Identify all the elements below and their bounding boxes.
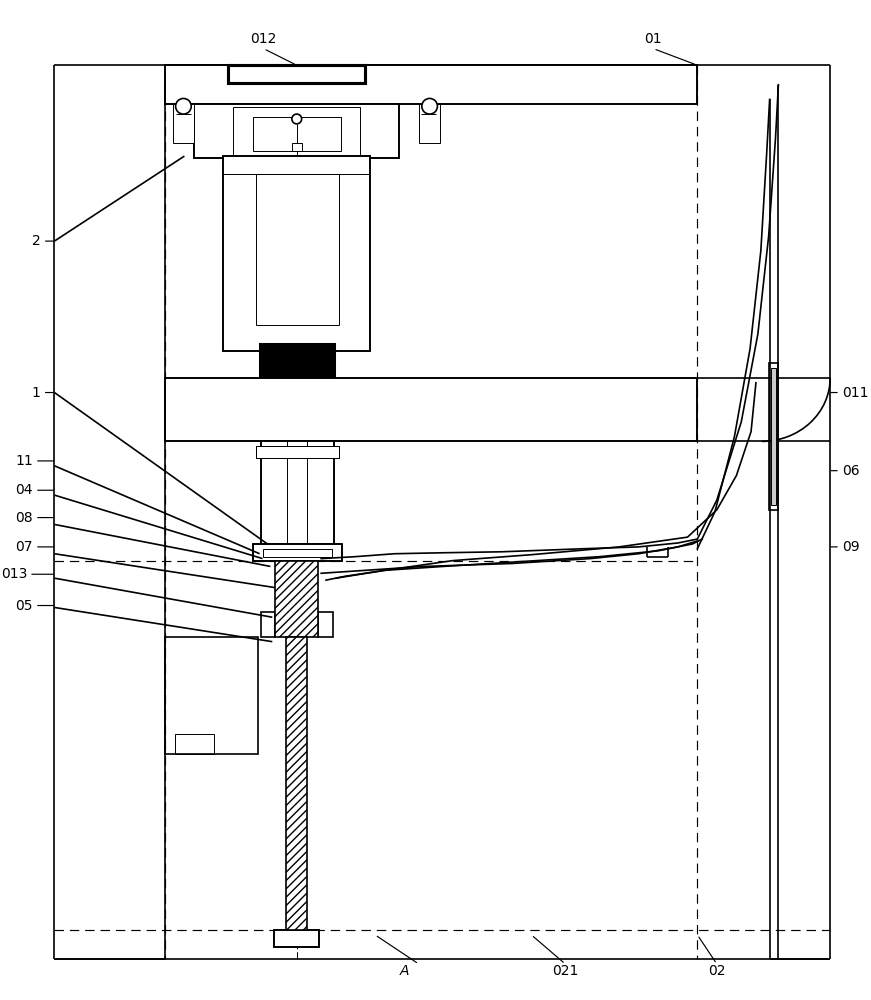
Bar <box>165 65 698 104</box>
Bar <box>233 107 361 156</box>
Text: 013: 013 <box>1 567 27 581</box>
Bar <box>253 117 341 151</box>
Circle shape <box>422 98 437 114</box>
Bar <box>194 104 399 158</box>
Bar <box>228 65 365 83</box>
Text: 11: 11 <box>15 454 33 468</box>
Text: 021: 021 <box>552 964 578 978</box>
Text: 04: 04 <box>16 483 33 497</box>
Bar <box>194 104 399 158</box>
Circle shape <box>176 98 192 114</box>
Text: 011: 011 <box>842 386 868 400</box>
Text: 2: 2 <box>32 234 41 248</box>
Bar <box>172 104 194 143</box>
Bar <box>224 156 370 351</box>
Bar <box>224 156 370 351</box>
Bar <box>274 930 319 947</box>
Bar <box>165 378 698 441</box>
Text: A: A <box>400 964 409 978</box>
Text: 05: 05 <box>16 599 33 613</box>
Bar <box>260 441 334 544</box>
Text: 02: 02 <box>708 964 726 978</box>
Text: 09: 09 <box>842 540 860 554</box>
Bar <box>228 65 365 83</box>
Bar <box>292 143 301 151</box>
Bar <box>174 734 213 754</box>
Bar <box>286 637 307 930</box>
Bar <box>165 65 698 104</box>
Bar <box>256 174 339 325</box>
Bar <box>274 930 319 947</box>
Bar <box>165 378 698 441</box>
Text: 06: 06 <box>842 464 860 478</box>
Bar <box>165 637 258 754</box>
Bar <box>256 446 339 458</box>
Bar <box>256 446 339 458</box>
Bar <box>318 612 333 637</box>
Circle shape <box>292 114 301 124</box>
Bar <box>253 544 341 561</box>
Bar <box>419 104 441 143</box>
Text: 08: 08 <box>16 511 33 525</box>
Text: 1: 1 <box>32 386 41 400</box>
Bar <box>260 344 334 378</box>
Bar <box>260 612 275 637</box>
Bar <box>771 368 776 505</box>
Bar <box>275 561 318 637</box>
Text: 07: 07 <box>16 540 33 554</box>
Text: 012: 012 <box>250 32 277 46</box>
Bar <box>260 441 334 544</box>
Bar <box>253 544 341 561</box>
Bar <box>262 549 332 557</box>
Text: 01: 01 <box>645 32 662 46</box>
Bar <box>768 363 779 510</box>
